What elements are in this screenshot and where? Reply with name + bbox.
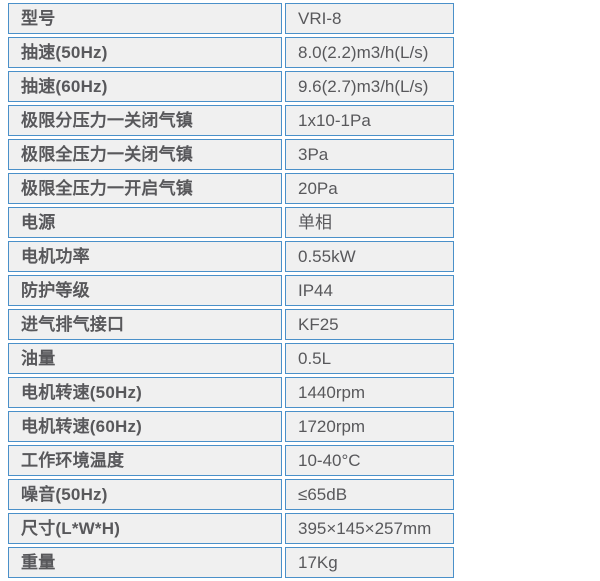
spec-value-cell: 8.0(2.2)m3/h(L/s) [285,37,454,68]
spec-value-cell: 单相 [285,207,454,238]
spec-label-cell: 型号 [8,3,282,34]
spec-value-cell: 20Pa [285,173,454,204]
spec-label-cell: 电源 [8,207,282,238]
spec-label-cell: 电机功率 [8,241,282,272]
spec-label-cell: 进气排气接口 [8,309,282,340]
spec-label-cell: 抽速(50Hz) [8,37,282,68]
spec-value-cell: 1x10-1Pa [285,105,454,136]
spec-row: 电机转速(60Hz) 1720rpm [8,411,454,442]
spec-label-cell: 噪音(50Hz) [8,479,282,510]
spec-table: 型号 VRI-8 抽速(50Hz) 8.0(2.2)m3/h(L/s) 抽速(60Hz)… [5,0,457,581]
spec-value-cell: KF25 [285,309,454,340]
spec-row: 极限分压力一关闭气镇 1x10-1Pa [8,105,454,136]
spec-value-cell: 1720rpm [285,411,454,442]
spec-table-body: 型号 VRI-8 抽速(50Hz) 8.0(2.2)m3/h(L/s) 抽速(60Hz)… [8,3,454,578]
spec-value-cell: 1440rpm [285,377,454,408]
spec-value-cell: ≤65dB [285,479,454,510]
spec-row: 极限全压力一关闭气镇 3Pa [8,139,454,170]
spec-value-cell: 0.5L [285,343,454,374]
spec-value-cell: 0.55kW [285,241,454,272]
spec-row: 噪音(50Hz) ≤65dB [8,479,454,510]
spec-row: 极限全压力一开启气镇 20Pa [8,173,454,204]
spec-row: 工作环境温度 10-40°C [8,445,454,476]
spec-value-cell: 10-40°C [285,445,454,476]
spec-row: 电机转速(50Hz) 1440rpm [8,377,454,408]
spec-label-cell: 极限全压力一开启气镇 [8,173,282,204]
spec-row: 电源 单相 [8,207,454,238]
spec-row: 尺寸(L*W*H) 395×145×257mm [8,513,454,544]
spec-label-cell: 油量 [8,343,282,374]
spec-label-cell: 极限分压力一关闭气镇 [8,105,282,136]
spec-row: 防护等级 IP44 [8,275,454,306]
spec-value-cell: 9.6(2.7)m3/h(L/s) [285,71,454,102]
spec-row: 型号 VRI-8 [8,3,454,34]
spec-label-cell: 极限全压力一关闭气镇 [8,139,282,170]
spec-label-cell: 电机转速(50Hz) [8,377,282,408]
spec-row: 油量 0.5L [8,343,454,374]
spec-value-cell: IP44 [285,275,454,306]
spec-label-cell: 重量 [8,547,282,578]
spec-label-cell: 防护等级 [8,275,282,306]
spec-value-cell: 3Pa [285,139,454,170]
spec-label-cell: 抽速(60Hz) [8,71,282,102]
spec-row: 电机功率 0.55kW [8,241,454,272]
spec-row: 进气排气接口 KF25 [8,309,454,340]
spec-row: 重量 17Kg [8,547,454,578]
spec-label-cell: 电机转速(60Hz) [8,411,282,442]
spec-row: 抽速(50Hz) 8.0(2.2)m3/h(L/s) [8,37,454,68]
spec-row: 抽速(60Hz) 9.6(2.7)m3/h(L/s) [8,71,454,102]
spec-label-cell: 工作环境温度 [8,445,282,476]
spec-value-cell: 17Kg [285,547,454,578]
spec-value-cell: VRI-8 [285,3,454,34]
spec-label-cell: 尺寸(L*W*H) [8,513,282,544]
spec-value-cell: 395×145×257mm [285,513,454,544]
